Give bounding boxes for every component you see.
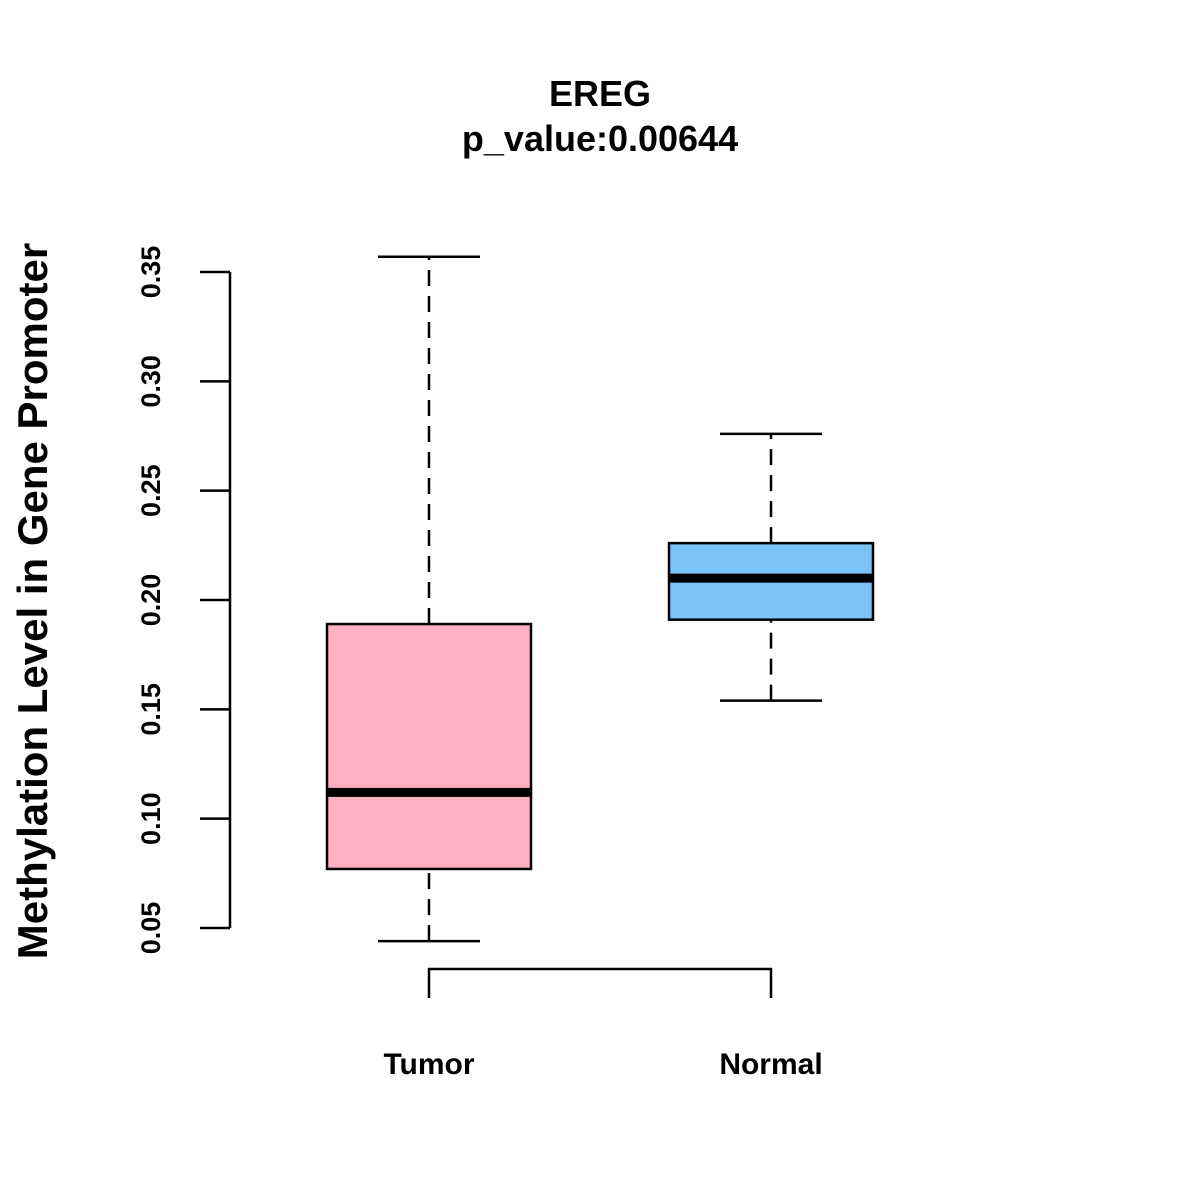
y-axis: 0.05 0.10 0.15 0.20 0.25 0.30 0.35 [136,246,232,955]
category-label-normal: Normal [719,1048,822,1081]
chart-subtitle: p_value:0.00644 [462,118,738,159]
y-tick-label: 0.05 [136,902,166,955]
y-tick-label: 0.35 [136,246,166,299]
y-tick-label: 0.15 [136,683,166,736]
chart-title: EREG [549,73,651,114]
y-axis-label: Methylation Level in Gene Promoter [9,243,56,959]
category-label-tumor: Tumor [383,1048,474,1081]
y-tick-label: 0.20 [136,574,166,627]
x-axis-labels: Tumor Normal [383,1048,822,1081]
comparison-bracket [427,967,773,998]
box-normal [667,432,875,702]
box-tumor [325,255,533,943]
iqr-box-tumor [325,622,533,871]
y-tick-label: 0.30 [136,355,166,408]
y-tick-label: 0.10 [136,792,166,845]
y-tick-label: 0.25 [136,464,166,517]
boxes [325,255,875,943]
bracket-line [427,967,773,998]
